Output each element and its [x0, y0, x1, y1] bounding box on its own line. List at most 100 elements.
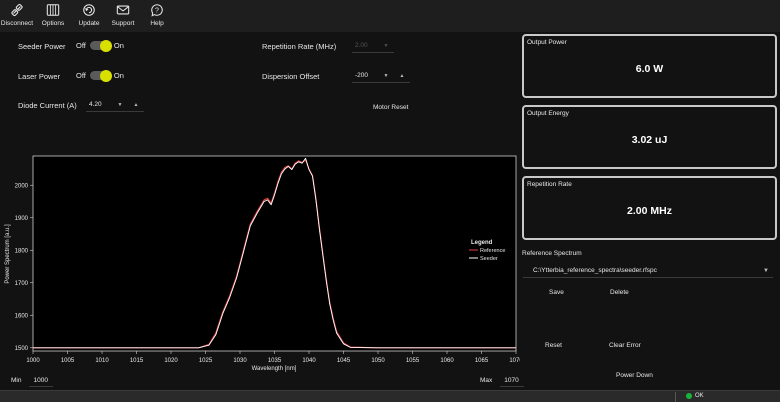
status-indicator: OK [686, 393, 704, 399]
update-icon [83, 4, 95, 16]
seeder-power-toggle-group: Off On [76, 39, 124, 52]
y-tick-label: 2000 [15, 183, 29, 189]
legend-title: Legend [471, 240, 493, 246]
output-power-value: 6.0 W [635, 63, 664, 75]
spectrum-chart: 1000 1005 1010 1015 1020 1025 1030 1035 1040 1045… [5, 155, 520, 372]
chart-legend: Legend Reference Seeder [469, 240, 505, 262]
disconnect-label: Disconnect [0, 20, 34, 27]
min-range-field: Min 1000 [11, 374, 54, 387]
dispersion-offset-spinbox[interactable]: -200 ▼ ▲ [352, 69, 410, 83]
x-tick-label: 1050 [371, 358, 385, 364]
support-button[interactable]: Support [106, 0, 140, 32]
laser-power-label: Laser Power [18, 72, 61, 81]
repetition-rate-title: Repetition Rate [527, 181, 572, 188]
y-tick-label: 1600 [15, 313, 29, 319]
reference-spectrum-select[interactable]: C:\Ytterbia_reference_spectra\seeder.rfs… [523, 264, 773, 278]
diode-current-label: Diode Current (A) [18, 101, 77, 110]
x-tick-label: 1025 [199, 358, 213, 364]
x-tick-label: 1055 [406, 358, 420, 364]
decrement-icon[interactable]: ▼ [117, 101, 123, 108]
x-tick-label: 1020 [164, 358, 178, 364]
min-input[interactable]: 1000 [29, 374, 54, 387]
series-layer [33, 157, 516, 349]
reference-spectrum-label: Reference Spectrum [522, 250, 582, 257]
seeder-power-off-label: Off [76, 41, 86, 50]
toggle-knob [99, 69, 112, 82]
laser-power-toggle[interactable] [89, 69, 112, 82]
x-tick-label: 1005 [61, 358, 75, 364]
output-energy-title: Output Energy [527, 110, 569, 117]
x-tick-label: 1060 [440, 358, 454, 364]
legend-entry-reference: Reference [480, 248, 505, 254]
seeder-power-toggle[interactable] [89, 39, 112, 52]
increment-icon[interactable]: ▲ [133, 101, 139, 108]
reference-spectrum-value: C:\Ytterbia_reference_spectra\seeder.rfs… [533, 267, 657, 274]
output-energy-value: 3.02 uJ [631, 134, 668, 146]
options-label: Options [41, 20, 65, 27]
laser-power-toggle-group: Off On [76, 69, 124, 82]
max-label: Max [480, 377, 493, 384]
x-tick-label: 1040 [302, 358, 316, 364]
repetition-rate-readout: 2.00 MHz [627, 205, 672, 217]
decrement-icon[interactable]: ▼ [383, 72, 389, 79]
help-label: Help [150, 20, 164, 27]
increment-icon[interactable]: ▲ [399, 72, 405, 79]
power-down-button[interactable]: Power Down [616, 372, 653, 379]
repetition-rate-spinbox[interactable]: 2.00 ▼ [352, 39, 394, 53]
output-power-title: Output Power [527, 39, 567, 46]
x-tick-label: 1035 [268, 358, 282, 364]
output-energy-panel: Output Energy 3.02 uJ [522, 105, 777, 169]
chevron-down-icon: ▼ [763, 268, 769, 274]
diode-current-value[interactable]: 4.20 [89, 101, 102, 108]
max-range-field: Max 1070 [480, 374, 525, 387]
svg-text:?: ? [155, 8, 159, 15]
reset-button[interactable]: Reset [545, 342, 562, 349]
support-label: Support [111, 20, 135, 27]
help-button[interactable]: ? Help [140, 0, 174, 32]
x-tick-label: 1045 [337, 358, 351, 364]
min-label: Min [11, 377, 22, 384]
laser-power-off-label: Off [76, 71, 86, 80]
update-label: Update [78, 20, 100, 27]
diode-current-spinbox[interactable]: 4.20 ▼ ▲ [86, 98, 144, 112]
legend-entry-seeder: Seeder [480, 256, 498, 262]
support-mail-icon [116, 5, 130, 15]
y-tick-label: 1900 [15, 216, 29, 222]
x-tick-label: 1030 [233, 358, 247, 364]
status-ok-icon [686, 393, 692, 399]
status-text: OK [695, 393, 704, 399]
x-tick-label: 1070 [509, 358, 520, 364]
series-line-seeder [33, 157, 516, 349]
options-icon [46, 4, 60, 16]
disconnect-icon [11, 3, 23, 17]
seeder-power-label: Seeder Power [18, 42, 66, 51]
delete-button[interactable]: Delete [610, 289, 629, 296]
x-tick-label: 1000 [26, 358, 40, 364]
x-tick-label: 1015 [130, 358, 144, 364]
max-input[interactable]: 1070 [500, 374, 525, 387]
x-axis-label: Wavelength [nm] [252, 366, 297, 372]
repetition-rate-label: Repetition Rate (MHz) [262, 42, 337, 51]
repetition-rate-value[interactable]: 2.00 [355, 42, 368, 49]
status-bar: OK [0, 390, 780, 402]
help-icon: ? [151, 4, 163, 17]
motor-reset-button[interactable]: Motor Reset [373, 104, 409, 111]
y-tick-label: 1700 [15, 281, 29, 287]
y-axis-label: Power Spectrum [a.u.] [5, 224, 11, 284]
y-tick-label: 1500 [15, 346, 29, 352]
disconnect-button[interactable]: Disconnect [0, 0, 34, 32]
dispersion-offset-value[interactable]: -200 [355, 72, 369, 79]
output-power-panel: Output Power 6.0 W [522, 34, 777, 98]
clear-error-button[interactable]: Clear Error [609, 342, 641, 349]
plot-area [32, 155, 517, 352]
toggle-knob [99, 39, 112, 52]
seeder-power-on-label: On [113, 41, 124, 50]
x-tick-label: 1065 [475, 358, 489, 364]
toolbar: Disconnect Options Update Support ? Help [0, 0, 780, 32]
options-button[interactable]: Options [34, 0, 72, 32]
save-button[interactable]: Save [549, 289, 564, 296]
dispersion-offset-label: Dispersion Offset [262, 72, 320, 81]
y-axis-ticks: 1500 1600 1700 1800 1900 2000 [15, 183, 33, 352]
update-button[interactable]: Update [72, 0, 106, 32]
decrement-icon[interactable]: ▼ [383, 42, 389, 49]
